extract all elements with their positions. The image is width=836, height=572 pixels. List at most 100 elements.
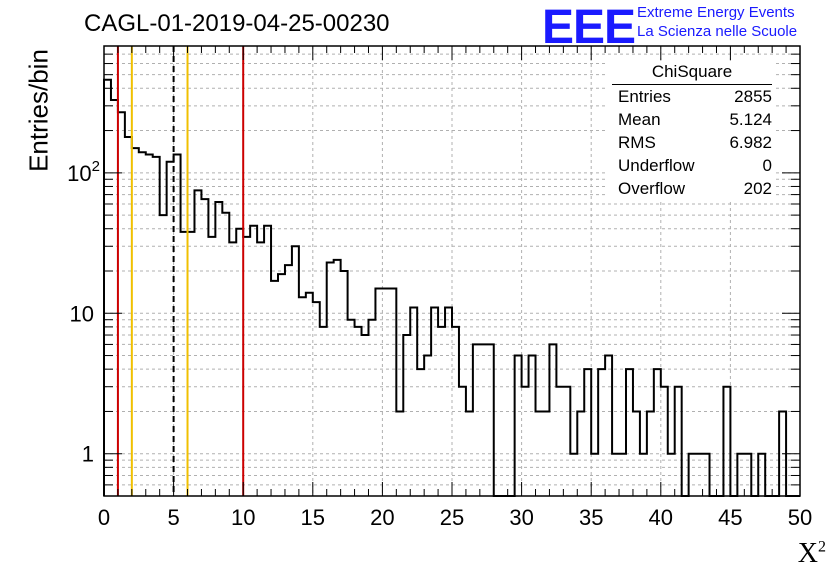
histogram-bin [689,454,696,496]
stats-box: ChiSquare Entries 2855 Mean 5.124 RMS 6.982… [608,62,776,200]
histogram-bin [612,454,619,496]
histogram-bin [285,265,292,496]
histogram-bin [696,454,703,496]
logo-line2: La Scienza nelle Scuole [637,23,798,40]
histogram-bin [355,327,362,496]
histogram-bin [737,454,744,496]
x-axis-label: X2 [797,538,826,569]
histogram-bin [139,152,146,496]
histogram-bin [174,155,181,496]
histogram-bin [188,232,195,496]
histogram-bin [556,387,563,496]
histogram-bin [243,237,250,496]
y-axis-label: Entries/bin [23,49,54,172]
stats-row-mean: Mean 5.124 [618,110,772,129]
histogram-bin [299,297,306,496]
histogram-bin [271,281,278,496]
histogram-bin [348,320,355,496]
histogram-bin [424,356,431,496]
histogram-bin [515,356,522,496]
histogram-bin [438,327,445,496]
histogram-bin [167,162,174,496]
histogram-bin [549,344,556,496]
histogram-bin [542,411,549,496]
y-tick-label: 10 [70,301,94,326]
x-tick-label: 5 [167,505,179,530]
histogram-bin [104,80,111,496]
histogram-bin [250,226,257,496]
histogram-bin [417,369,424,496]
y-tick-label: 102 [67,158,100,186]
histogram-bin [368,320,375,496]
histogram-bin [306,293,313,496]
histogram-bin [744,454,751,496]
histogram-bin [459,387,466,496]
histogram-bin [278,274,285,496]
histogram-bin [153,157,160,496]
histogram-bin [522,387,529,496]
histogram-bin [723,387,730,496]
histogram-bin [292,246,299,496]
histogram-bin [208,237,215,496]
histogram-bin [480,344,487,496]
histogram-bin [375,289,382,496]
histogram-bin [382,289,389,496]
histogram-bin [703,454,710,496]
histogram-bin [466,411,473,496]
histogram-bin [591,454,598,496]
histogram-bin [334,260,341,496]
histogram-bin [598,369,605,496]
x-tick-label: 15 [301,505,325,530]
x-tick-label: 35 [579,505,603,530]
histogram-bin [633,411,640,496]
stats-name: ChiSquare [612,62,772,85]
histogram-bin [563,387,570,496]
histogram-bin [452,327,459,496]
histogram-bin [605,356,612,496]
histogram-bin [584,369,591,496]
histogram-bin [403,335,410,496]
histogram-bin [396,411,403,496]
histogram-bin [487,344,494,496]
histogram-bin [661,387,668,496]
histogram-bin [640,454,647,496]
stats-row-entries: Entries 2855 [618,87,772,106]
histogram-bin [146,155,153,496]
x-tick-label: 45 [718,505,742,530]
histogram-bin [389,289,396,496]
histogram-bin [626,369,633,496]
histogram-bin [313,302,320,496]
histogram-bin [229,242,236,496]
chart-title: CAGL-01-2019-04-25-00230 [84,10,390,37]
histogram-bin [132,148,139,496]
histogram-bin [341,271,348,496]
x-tick-label: 10 [231,505,255,530]
histogram-bin [758,454,765,496]
histogram-bin [118,112,125,496]
histogram-bin [236,229,243,496]
y-tick-label: 1 [82,442,94,467]
histogram-bin [215,202,222,496]
stats-row-underflow: Underflow 0 [618,156,772,175]
stats-row-overflow: Overflow 202 [618,179,772,198]
histogram-outline [103,78,800,497]
x-tick-label: 30 [509,505,533,530]
histogram-bin [445,307,452,496]
histogram-bin [320,327,327,496]
histogram-bin [619,454,626,496]
histogram-bin [668,454,675,496]
x-tick-label: 20 [370,505,394,530]
histogram-bin [654,369,661,496]
x-tick-label: 40 [649,505,673,530]
x-tick-label: 25 [440,505,464,530]
histogram-bin [181,232,188,496]
histogram-bin [410,307,417,496]
histogram-bin [201,199,208,496]
histogram-bin [577,411,584,496]
x-tick-label: 50 [788,505,812,530]
histogram-bin [362,335,369,496]
histogram-bin [536,411,543,496]
x-tick-label: 0 [98,505,110,530]
logo-line1: Extreme Energy Events [637,4,795,21]
